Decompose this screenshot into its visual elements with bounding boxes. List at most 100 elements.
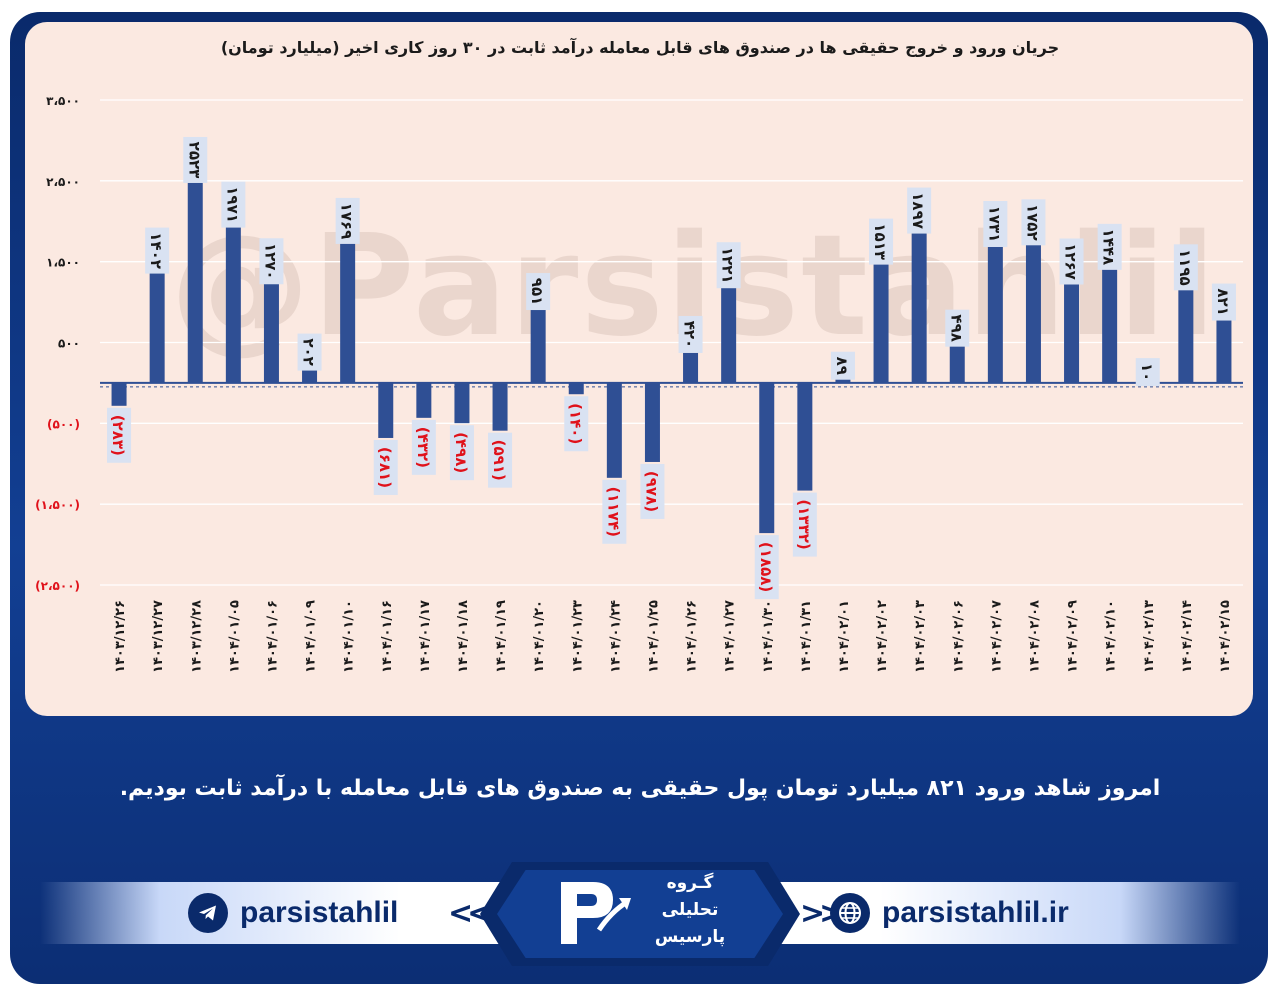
data-label-group: ۱۰ <box>1135 358 1160 387</box>
data-label-box <box>792 492 817 557</box>
bar <box>340 239 356 383</box>
data-label-box <box>259 238 284 285</box>
chart-title: جریان ورود و خروج حقیقی ها در صندوق های … <box>220 38 1060 57</box>
x-tick-label: ۱۴۰۴/۰۲/۰۷ <box>989 600 1004 673</box>
x-tick-label: ۱۴۰۴/۰۱/۰۹ <box>304 600 319 673</box>
bar <box>1216 316 1232 383</box>
x-tick-group: ۱۴۰۳/۱۲/۲۶ <box>113 600 128 673</box>
data-label-group: ۱۲۶۷ <box>1059 238 1084 285</box>
data-label: ۱۱۹۵ <box>1176 249 1194 286</box>
bar <box>378 382 394 438</box>
data-label-group: ۱۲۲۱ <box>716 242 741 289</box>
data-label-group: ۲۵۲۳ <box>183 136 208 183</box>
bar <box>683 348 699 383</box>
data-label: (۹۷۸) <box>642 471 660 512</box>
data-label: ۱۲۲۱ <box>719 247 737 284</box>
data-label-box <box>1059 238 1084 285</box>
bar <box>149 269 165 383</box>
brand-line-1: گـروه <box>666 873 714 893</box>
data-label: ۱۰ <box>1138 363 1156 381</box>
bar <box>797 382 813 491</box>
telegram-handle: parsistahlil <box>240 896 399 929</box>
x-tick-group: ۱۴۰۴/۰۱/۱۷ <box>418 600 433 673</box>
x-tick-label: ۱۴۰۴/۰۲/۰۳ <box>913 600 928 673</box>
data-label-box <box>373 439 398 495</box>
data-label-box <box>945 309 970 347</box>
y-tick-label: ۱،۵۰۰ <box>46 256 80 270</box>
telegram-link[interactable]: parsistahlil <box>188 893 398 933</box>
x-tick-label: ۱۴۰۳/۱۲/۲۸ <box>189 600 204 673</box>
x-tick-label: ۱۴۰۴/۰۲/۰۶ <box>951 600 966 673</box>
data-label-group: ۱۱۹۵ <box>1173 244 1198 291</box>
data-label-box <box>1097 223 1122 270</box>
data-label-group: ۸۹ <box>830 351 855 380</box>
data-label-group: (۹۷۸) <box>640 463 665 519</box>
x-tick-group: ۱۴۰۴/۰۱/۲۴ <box>608 600 623 673</box>
x-tick-label: ۱۴۰۳/۱۲/۲۷ <box>151 600 166 673</box>
bar <box>263 280 279 383</box>
data-label: ۱۲۶۷ <box>1062 243 1080 280</box>
data-label-group: ۱۷۵۲ <box>1021 199 1046 246</box>
x-tick-group: ۱۴۰۴/۰۱/۲۵ <box>646 600 661 673</box>
data-label: ۱۷۵۲ <box>1023 204 1041 241</box>
x-tick-group: ۱۴۰۴/۰۲/۰۲ <box>875 600 890 673</box>
x-tick-group: ۱۴۰۴/۰۱/۱۰ <box>342 600 357 673</box>
data-label-box <box>335 197 360 244</box>
data-label: (۴۳۲) <box>414 427 432 468</box>
data-label: ۹۵۱ <box>528 278 546 305</box>
bar <box>111 382 127 406</box>
data-label-group: (۵۹۱) <box>488 432 513 488</box>
bar <box>987 242 1003 383</box>
page-frame <box>10 12 1268 984</box>
x-tick-label: ۱۴۰۴/۰۱/۳۰ <box>761 600 776 673</box>
data-label-box <box>221 181 246 228</box>
bar <box>644 382 660 462</box>
bar <box>873 260 889 383</box>
x-tick-group: ۱۴۰۴/۰۱/۲۶ <box>685 600 700 673</box>
x-tick-label: ۱۴۰۴/۰۲/۰۸ <box>1027 600 1042 673</box>
x-tick-label: ۱۴۰۴/۰۱/۲۶ <box>685 600 700 673</box>
data-label: ۱۲۷۰ <box>261 243 279 280</box>
data-label-group: ۱۷۳۱ <box>983 200 1008 247</box>
bar <box>949 342 965 383</box>
data-label: ۱۷۳۱ <box>985 206 1003 243</box>
x-tick-label: ۱۴۰۴/۰۱/۰۶ <box>265 600 280 673</box>
x-tick-group: ۱۴۰۴/۰۲/۰۹ <box>1066 600 1081 673</box>
x-tick-group: ۱۴۰۴/۰۱/۲۷ <box>723 600 738 673</box>
bar <box>187 178 203 383</box>
data-label-group: (۱۸۵۸) <box>754 535 779 600</box>
bar <box>759 382 775 534</box>
data-label: (۲۸۳) <box>109 415 127 456</box>
y-tick-label: ۳،۵۰۰ <box>46 94 80 108</box>
data-label-group: (۴۳۲) <box>411 419 436 475</box>
data-label: ۲۵۲۳ <box>185 142 203 179</box>
bar <box>911 229 927 383</box>
brand-line-2: تحلیلی <box>661 900 719 920</box>
data-label-box <box>716 242 741 289</box>
bar <box>492 382 508 431</box>
data-label-group: ۹۵۱ <box>526 273 551 311</box>
x-tick-group: ۱۴۰۴/۰۲/۱۳ <box>1142 600 1157 673</box>
x-tick-label: ۱۴۰۴/۰۱/۲۴ <box>608 600 623 673</box>
data-label: ۱۷۶۹ <box>338 203 356 240</box>
bar <box>721 284 737 383</box>
data-label-group: ۲۰۲ <box>297 333 322 371</box>
x-tick-label: ۱۴۰۴/۰۱/۱۷ <box>418 600 433 673</box>
x-tick-label: ۱۴۰۴/۰۱/۰۵ <box>227 600 242 673</box>
x-tick-group: ۱۴۰۳/۱۲/۲۷ <box>151 600 166 673</box>
data-label-box <box>449 425 474 481</box>
y-tick-label: ۲،۵۰۰ <box>46 175 80 189</box>
summary-text: امروز شاهد ورود ۸۲۱ میلیارد تومان پول حق… <box>119 776 1161 801</box>
x-tick-group: ۱۴۰۴/۰۲/۱۰ <box>1104 600 1119 673</box>
data-label-group: ۱۲۷۰ <box>259 238 284 285</box>
brand-name: گـروه تحلیلی پارسیس <box>640 870 740 951</box>
x-tick-label: ۱۴۰۳/۱۲/۲۶ <box>113 600 128 673</box>
data-label-group: (۴۹۸) <box>449 425 474 481</box>
website-link[interactable]: parsistahlil.ir <box>830 893 1069 933</box>
x-tick-label: ۱۴۰۴/۰۲/۱۴ <box>1180 600 1195 673</box>
y-tick-label: (۵۰۰) <box>47 417 80 431</box>
bar <box>1102 265 1118 383</box>
data-label-group: ۱۵۱۳ <box>869 218 894 265</box>
x-tick-group: ۱۴۰۴/۰۱/۱۹ <box>494 600 509 673</box>
data-label-box <box>1173 244 1198 291</box>
